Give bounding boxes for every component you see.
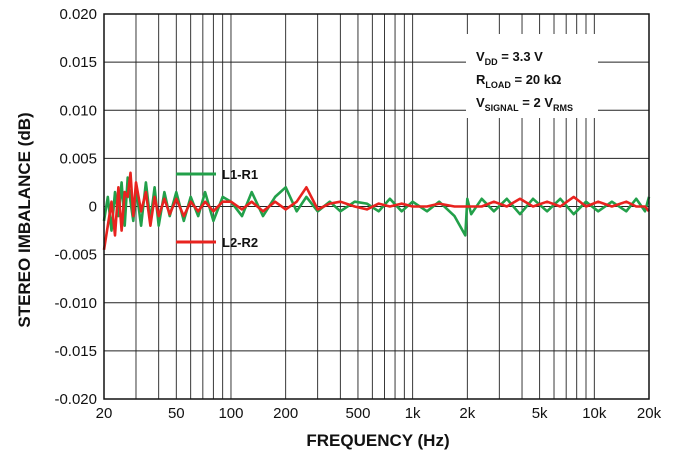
y-tick-label: 0.020 [59,6,97,23]
conditions-lines: VDD = 3.3 V RLOAD = 20 kΩ VSIGNAL = 2 VRMS [476,49,573,113]
y-tick-label: 0.010 [59,102,97,119]
y-tick-label: 0.005 [59,150,97,167]
legend-label: L1-R1 [222,167,258,182]
x-tick-label: 50 [168,405,185,422]
y-tick-label: -0.005 [54,247,97,264]
x-tick-label: 20k [637,405,662,422]
y-tick-label: -0.020 [54,391,97,408]
x-tick-label: 2k [459,405,475,422]
y-tick-label: -0.015 [54,343,97,360]
plot-frame [103,13,650,400]
x-tick-label: 10k [582,405,607,422]
condition-line: VDD = 3.3 V [476,49,543,67]
legend-label: L2-R2 [222,235,258,250]
x-tick-label: 500 [345,405,370,422]
series-group [102,171,651,251]
legend: L1-R1 L2-R2 [176,167,258,250]
x-tick-label: 100 [218,405,243,422]
x-tick-label: 20 [96,405,113,422]
condition-line: VSIGNAL = 2 VRMS [476,95,573,113]
series-line-l2-r2 [102,171,650,251]
x-axis-title: FREQUENCY (Hz) [306,431,449,450]
conditions-background [466,34,598,118]
x-tick-label: 1k [405,405,421,422]
y-tick-label: -0.010 [54,295,97,312]
y-tick-label: 0.015 [59,54,97,71]
x-tick-label: 5k [532,405,548,422]
conditions-box: VDD = 3.3 V RLOAD = 20 kΩ VSIGNAL = 2 VRMS [466,34,598,118]
y-tick-label: 0 [89,199,97,216]
condition-line: RLOAD = 20 kΩ [476,72,561,90]
x-tick-label: 200 [273,405,298,422]
tick-labels: 20 50 100 200 500 1k 2k 5k 10k 20k -0.020 -0.015 -0.… [54,6,661,422]
y-axis-title: STEREO IMBALANCE (dB) [15,112,34,327]
